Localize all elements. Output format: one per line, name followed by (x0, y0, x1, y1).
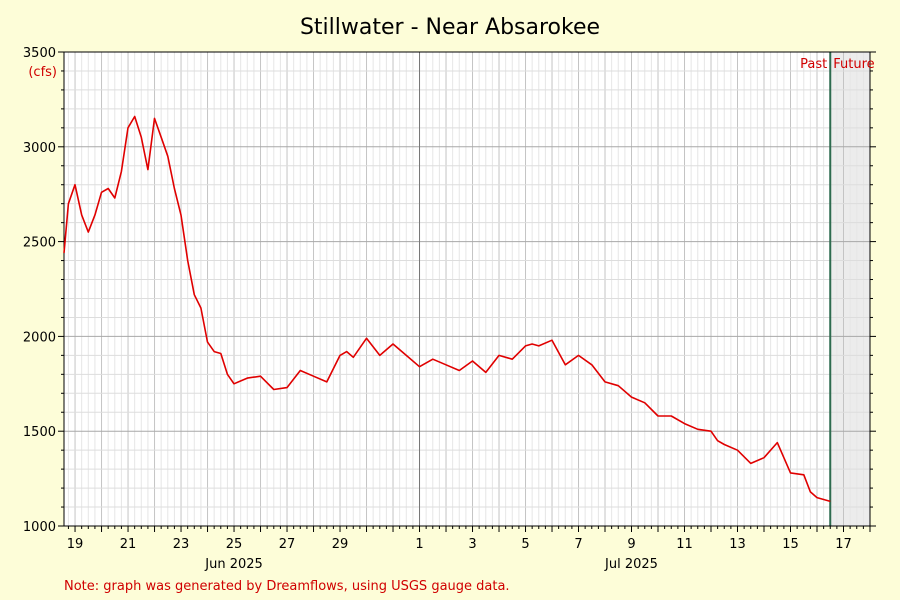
x-tick-label: 27 (279, 537, 296, 552)
x-tick-label: 15 (782, 537, 799, 552)
past-label: Past (800, 57, 827, 72)
x-tick-label: 9 (627, 537, 635, 552)
y-tick-label: 1500 (23, 425, 56, 440)
chart-title: Stillwater - Near Absarokee (300, 15, 600, 40)
x-tick-label: 17 (835, 537, 852, 552)
source-note: Note: graph was generated by Dreamflows,… (64, 579, 510, 594)
x-tick-label: 23 (173, 537, 190, 552)
x-tick-label: 11 (676, 537, 693, 552)
future-label: Future (833, 57, 874, 72)
y-tick-label: 2000 (23, 330, 56, 345)
y-axis-unit-label: (cfs) (28, 65, 57, 80)
x-tick-label: 25 (226, 537, 243, 552)
x-tick-label: 3 (468, 537, 476, 552)
x-tick-label: 13 (729, 537, 746, 552)
x-tick-label: 1 (415, 537, 423, 552)
plot-border (63, 51, 871, 527)
x-tick-label: 19 (67, 537, 84, 552)
y-tick-label: 3000 (23, 141, 56, 156)
month-label: Jul 2025 (604, 557, 658, 572)
flow-series-line (63, 115, 831, 503)
y-tick-label: 2500 (23, 236, 56, 251)
x-tick-label: 7 (574, 537, 582, 552)
month-label: Jun 2025 (204, 557, 263, 572)
plot-background (64, 52, 870, 526)
x-tick-label: 21 (120, 537, 137, 552)
y-tick-label: 3500 (23, 46, 56, 61)
x-tick-label: 5 (521, 537, 529, 552)
y-tick-label: 1000 (23, 520, 56, 535)
x-tick-label: 29 (332, 537, 349, 552)
